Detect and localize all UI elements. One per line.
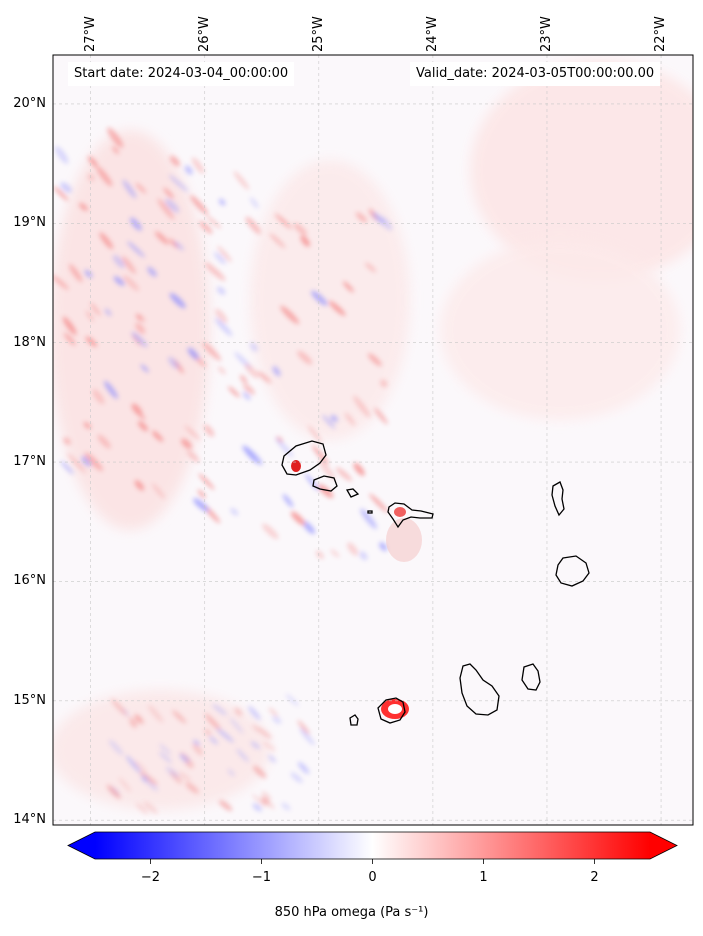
colorbar-tick-label: 0 [368, 870, 377, 885]
colorbar-label: 850 hPa omega (Pa s⁻¹) [274, 905, 429, 920]
island-fogo [377, 697, 406, 724]
island-boa-vista [555, 555, 590, 587]
longitude-tick-label: 22°W [653, 16, 669, 52]
colorbar-extend-high [650, 832, 677, 859]
colorbar-extend-low [68, 832, 95, 859]
colorbar-tick-label: 2 [590, 870, 599, 885]
island-sao-vicente [312, 475, 338, 492]
island-sal [551, 481, 565, 517]
island-santa-luzia [345, 488, 360, 498]
island-sao-nicolau [387, 502, 434, 529]
island-branco [367, 510, 373, 514]
coastlines [281, 440, 590, 726]
island-maio [521, 663, 541, 691]
latitude-tick-label: 20°N [13, 95, 46, 111]
longitude-tick-label: 23°W [538, 16, 554, 52]
latitude-tick-label: 16°N [13, 573, 46, 589]
colorbar-tick-label: −2 [140, 870, 161, 885]
colorbar-outline [67, 831, 678, 860]
colorbar-tick-label: 1 [479, 870, 488, 885]
omega-field [53, 60, 693, 815]
longitude-tick-label: 26°W [196, 16, 212, 52]
colorbar [67, 831, 678, 864]
gridlines [53, 55, 693, 825]
latitude-tick-label: 18°N [13, 334, 46, 350]
start-date-label: Start date: 2024-03-04_00:00:00 [68, 62, 295, 86]
colorbar-tick-label: −1 [251, 870, 272, 885]
longitude-tick-label: 24°W [424, 16, 440, 52]
island-santo-antao [281, 440, 327, 476]
longitude-tick-label: 27°W [82, 16, 98, 52]
map-frame [52, 54, 694, 826]
latitude-tick-label: 19°N [13, 215, 46, 231]
latitude-tick-label: 17°N [13, 454, 46, 470]
latitude-tick-label: 14°N [13, 812, 46, 828]
valid-date-label: Valid_date: 2024-03-05T00:00:00.00 [410, 62, 661, 86]
island-brava [349, 714, 359, 726]
latitude-tick-label: 15°N [13, 692, 46, 708]
colorbar-ramp [95, 832, 650, 859]
island-santiago [459, 663, 500, 716]
longitude-tick-label: 25°W [310, 16, 326, 52]
